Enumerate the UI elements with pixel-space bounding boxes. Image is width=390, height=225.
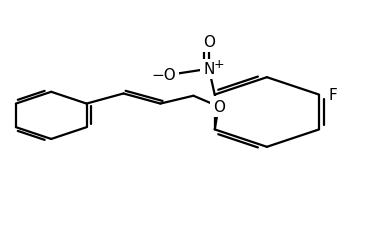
Text: O: O: [203, 35, 215, 50]
Text: N: N: [203, 62, 214, 77]
Text: O: O: [213, 99, 225, 115]
Text: −O: −O: [151, 68, 176, 83]
Text: F: F: [328, 88, 337, 103]
Text: +: +: [213, 57, 224, 70]
